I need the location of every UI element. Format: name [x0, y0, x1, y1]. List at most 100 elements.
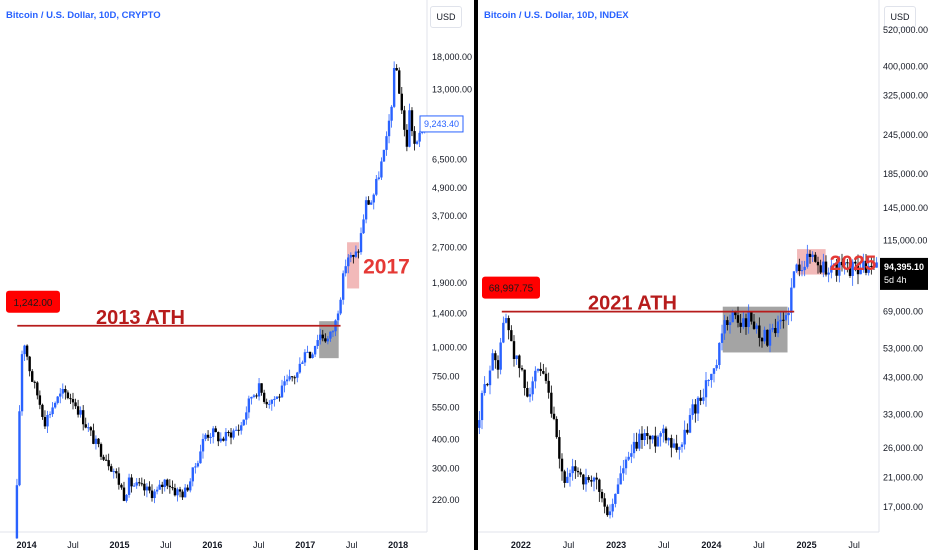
candle-body	[349, 254, 353, 258]
y-tick-label: 13,000.00	[432, 85, 472, 95]
chart-canvas-right[interactable]: 520,000.00 400,000.00 325,000.00 245,000.00…	[478, 0, 932, 550]
candle-body	[280, 385, 284, 398]
chart-pane-right[interactable]: Bitcoin / U.S. Dollar, 10D, INDEX USD 52…	[478, 0, 932, 550]
candle-body	[563, 471, 566, 483]
candle-body	[656, 436, 660, 447]
candle-body	[670, 438, 673, 448]
candle-body	[824, 261, 828, 275]
candle-body	[768, 329, 772, 346]
y-tick-label: 185,000.00	[883, 169, 928, 179]
y-tick-label: 300.00	[432, 464, 460, 474]
candle-body	[518, 355, 521, 369]
candle-body	[204, 434, 207, 440]
candle-body	[43, 416, 47, 427]
candle-body	[127, 477, 131, 495]
candle-body	[675, 443, 678, 450]
candle-body	[53, 402, 57, 408]
candle-body	[166, 479, 169, 486]
candle-body	[161, 484, 164, 488]
ath-price-badge	[6, 290, 60, 313]
candle-body	[176, 489, 179, 496]
candle-body	[155, 489, 159, 492]
candle-body	[183, 487, 187, 498]
chart-canvas-left[interactable]: 18,000.00 13,000.00 6,500.00 4,900.00 3,700.…	[0, 0, 474, 550]
candle-body	[875, 262, 878, 268]
candle-body	[707, 380, 710, 382]
candle-body	[69, 398, 72, 400]
candle-body	[268, 403, 271, 405]
candle-body	[486, 384, 489, 386]
candle-body	[750, 312, 753, 322]
candle-body	[385, 136, 388, 150]
candle-body	[339, 299, 342, 314]
candle-body	[822, 261, 825, 273]
candle-body	[515, 355, 518, 359]
candle-body	[48, 414, 52, 416]
candle-body	[64, 388, 67, 393]
x-tick-label: 2015	[109, 540, 129, 550]
candle-body	[178, 489, 182, 492]
y-tick-label: 1,400.00	[432, 309, 467, 319]
candle-body	[798, 264, 801, 272]
candle-body	[867, 265, 870, 273]
x-tick-label: Jul	[160, 540, 172, 550]
candle-body	[380, 161, 383, 178]
candle-body	[61, 388, 64, 394]
y-tick-label: 69,000.00	[883, 307, 923, 317]
candle-body	[341, 273, 345, 300]
candle-body	[217, 432, 220, 442]
candle-body	[526, 387, 529, 397]
candle-body	[240, 425, 243, 431]
y-tick-label: 2,700.00	[432, 243, 467, 253]
ath-price-badge-text: 1,242.00	[14, 298, 53, 309]
candle-body	[331, 331, 335, 333]
y-tick-label: 1,900.00	[432, 278, 467, 288]
candle-body	[851, 261, 854, 276]
y-tick-label: 17,000.00	[883, 502, 923, 512]
candle-body	[413, 131, 416, 144]
candle-body	[782, 319, 785, 321]
candle-body	[763, 329, 766, 342]
candle-body	[528, 394, 532, 397]
candle-body	[229, 432, 233, 438]
chart-pane-left[interactable]: Bitcoin / U.S. Dollar, 10D, CRYPTO USD 1…	[0, 0, 474, 550]
candle-body	[316, 340, 319, 347]
candle-body	[678, 446, 681, 450]
candle-body	[595, 477, 598, 480]
candle-body	[275, 396, 279, 399]
candle-body	[870, 265, 873, 267]
candle-body	[206, 434, 210, 438]
candle-body	[483, 384, 486, 394]
candle-body	[638, 433, 641, 449]
candle-body	[859, 269, 862, 275]
candle-body	[680, 444, 684, 447]
candle-body	[209, 436, 212, 438]
candle-body	[619, 473, 622, 485]
candle-body	[539, 368, 542, 372]
candle-body	[747, 312, 750, 327]
candle-body	[862, 260, 865, 270]
candle-body	[646, 433, 649, 436]
currency-button[interactable]: USD	[430, 6, 462, 28]
candle-body	[237, 429, 240, 431]
candle-body	[576, 470, 580, 473]
candle-body	[504, 318, 508, 323]
candle-body	[827, 272, 830, 275]
year-label: 2025	[830, 252, 877, 275]
x-tick-label: 2016	[202, 540, 222, 550]
candle-body	[313, 346, 317, 355]
candle-body	[33, 381, 36, 383]
candle-body	[739, 322, 742, 327]
candle-body	[755, 325, 758, 329]
y-tick-label: 115,000.00	[883, 235, 927, 245]
candle-body	[502, 322, 505, 343]
pane-divider[interactable]	[474, 0, 478, 550]
candle-body	[731, 312, 734, 323]
candle-body	[608, 511, 612, 516]
candle-body	[260, 383, 263, 393]
x-tick-label: 2014	[17, 540, 37, 550]
candle-body	[250, 396, 253, 399]
currency-button[interactable]: USD	[884, 6, 916, 28]
x-tick-label: 2024	[701, 540, 721, 550]
candle-body	[550, 392, 553, 414]
